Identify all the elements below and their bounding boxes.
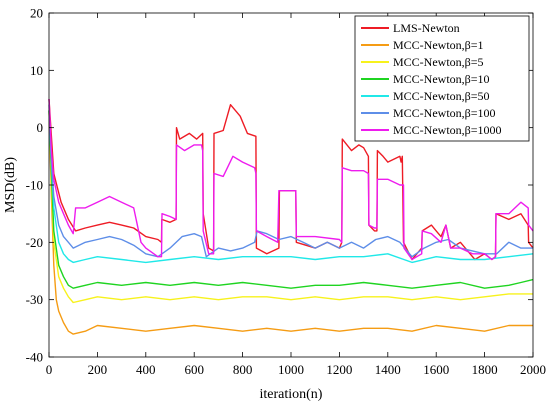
legend-label: MCC-Newton,β=1 bbox=[393, 38, 484, 52]
legend-label: MCC-Newton,β=10 bbox=[393, 72, 490, 86]
series-line-4 bbox=[48, 110, 534, 264]
series-line-3 bbox=[48, 110, 534, 289]
legend-label: MCC-Newton,β=1000 bbox=[393, 123, 502, 137]
y-tick-label: -10 bbox=[26, 178, 43, 193]
x-tick-label: 0 bbox=[46, 362, 53, 377]
y-tick-label: -40 bbox=[26, 350, 43, 365]
y-tick-label: 0 bbox=[37, 120, 44, 135]
x-tick-label: 600 bbox=[184, 362, 204, 377]
x-tick-label: 1600 bbox=[423, 362, 449, 377]
legend-label: MCC-Newton,β=100 bbox=[393, 106, 496, 120]
x-tick-label: 1200 bbox=[326, 362, 352, 377]
x-tick-label: 1800 bbox=[472, 362, 498, 377]
y-tick-label: 20 bbox=[30, 6, 43, 21]
y-axis-title: MSD(dB) bbox=[3, 157, 18, 213]
x-tick-label: 1400 bbox=[375, 362, 401, 377]
y-axis-ticks: -40 -30 -20 -10 0 10 20 bbox=[26, 6, 533, 365]
x-tick-label: 2000 bbox=[520, 362, 546, 377]
legend-label: LMS-Newton bbox=[393, 21, 460, 35]
series-layer bbox=[48, 98, 534, 335]
series-line-1 bbox=[48, 110, 533, 335]
legend-label: MCC-Newton,β=50 bbox=[393, 89, 490, 103]
x-tick-label: 800 bbox=[233, 362, 253, 377]
x-tick-label: 400 bbox=[136, 362, 156, 377]
y-tick-label: -20 bbox=[26, 235, 43, 250]
y-tick-label: -30 bbox=[26, 292, 43, 307]
x-tick-label: 200 bbox=[88, 362, 108, 377]
y-tick-label: 10 bbox=[30, 63, 43, 78]
x-tick-label: 1000 bbox=[278, 362, 304, 377]
x-axis-title: iteration(n) bbox=[260, 387, 323, 402]
legend-label: MCC-Newton,β=5 bbox=[393, 55, 484, 69]
series-line-2 bbox=[48, 110, 533, 304]
series-line-6 bbox=[48, 98, 534, 261]
x-axis-ticks: 0 200 400 600 800 1000 1200 1400 1600 1800 2000 bbox=[46, 13, 546, 377]
legend: LMS-Newton MCC-Newton,β=1 MCC-Newton,β=5 MC… bbox=[354, 15, 530, 142]
